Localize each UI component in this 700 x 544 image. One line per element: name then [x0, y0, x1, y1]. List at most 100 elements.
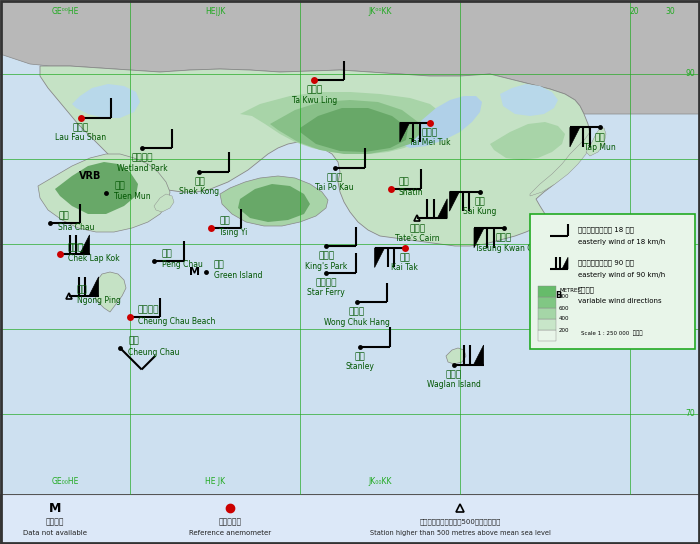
- Text: Waglan Island: Waglan Island: [427, 380, 480, 389]
- Text: HE|JK: HE|JK: [205, 7, 225, 16]
- Text: VRB: VRB: [79, 171, 102, 181]
- Bar: [538, 297, 556, 308]
- Polygon shape: [490, 122, 565, 160]
- Bar: [0, 494, 700, 544]
- Text: 600: 600: [559, 306, 570, 311]
- Text: 400: 400: [559, 317, 570, 322]
- Polygon shape: [94, 272, 126, 312]
- Polygon shape: [474, 345, 484, 364]
- Text: 大美督: 大美督: [421, 128, 438, 137]
- Text: Ngong Ping: Ngong Ping: [76, 296, 120, 305]
- Text: 京士柏: 京士柏: [318, 251, 335, 261]
- Polygon shape: [300, 108, 408, 152]
- Polygon shape: [400, 122, 410, 142]
- Polygon shape: [270, 100, 420, 154]
- Polygon shape: [562, 257, 568, 269]
- Text: Station higher than 500 metres above mean sea level: Station higher than 500 metres above mea…: [370, 530, 550, 536]
- Text: Green Island: Green Island: [214, 271, 262, 280]
- Polygon shape: [240, 92, 440, 154]
- Text: GE₀₀HE: GE₀₀HE: [51, 477, 78, 486]
- Text: 70: 70: [685, 410, 695, 418]
- Text: 昂坫: 昂坫: [76, 285, 88, 294]
- Text: 青衣: 青衣: [219, 217, 230, 226]
- Text: 塔門: 塔門: [594, 133, 606, 142]
- Text: 西贡: 西贡: [474, 197, 485, 206]
- Text: Shek Kong: Shek Kong: [179, 188, 220, 196]
- Text: Tate's Cairn: Tate's Cairn: [395, 234, 440, 243]
- Polygon shape: [72, 84, 140, 118]
- Text: Tai Po Kau: Tai Po Kau: [315, 183, 354, 193]
- Text: VRB: VRB: [544, 292, 564, 300]
- Text: Ta Kwu Ling: Ta Kwu Ling: [292, 96, 337, 104]
- Text: Stanley: Stanley: [345, 362, 375, 372]
- Text: Peng Chau: Peng Chau: [162, 261, 203, 269]
- Text: 90: 90: [685, 70, 695, 78]
- Text: easterly wind of 90 km/h: easterly wind of 90 km/h: [578, 272, 665, 278]
- Text: 長洲: 長洲: [128, 337, 139, 346]
- Text: 大埔潯: 大埔潯: [326, 174, 343, 182]
- Text: 大老山: 大老山: [409, 224, 426, 233]
- Text: 赤鷞角: 赤鷞角: [67, 243, 83, 252]
- Text: 青洲: 青洲: [214, 260, 225, 269]
- Bar: [538, 319, 556, 330]
- Text: GE⁰⁰HE: GE⁰⁰HE: [51, 7, 78, 16]
- Polygon shape: [570, 127, 580, 147]
- Text: 橫瀐島: 橫瀐島: [445, 370, 462, 379]
- Text: 黃竹坑: 黃竹坑: [349, 308, 365, 317]
- Text: JK⁰⁰KK: JK⁰⁰KK: [368, 7, 392, 16]
- Bar: [530, 214, 695, 349]
- Polygon shape: [449, 191, 459, 211]
- Text: Star Ferry: Star Ferry: [307, 288, 345, 297]
- Text: Data not available: Data not available: [23, 530, 87, 536]
- Text: 屯門: 屯門: [114, 181, 125, 190]
- Text: Sha Chau: Sha Chau: [58, 223, 95, 232]
- Text: Tseung Kwan O: Tseung Kwan O: [475, 244, 533, 253]
- Text: 20: 20: [630, 7, 640, 16]
- Text: King's Park: King's Park: [305, 262, 347, 270]
- Text: 800: 800: [559, 294, 570, 300]
- Text: Cheung Chau: Cheung Chau: [128, 348, 180, 357]
- Polygon shape: [500, 84, 558, 116]
- Text: Wong Chuk Hang: Wong Chuk Hang: [324, 318, 390, 327]
- Text: Kai Tak: Kai Tak: [391, 263, 418, 273]
- Bar: [538, 308, 556, 319]
- Text: Reference anemometer: Reference anemometer: [189, 530, 271, 536]
- Text: 沙田: 沙田: [398, 177, 409, 186]
- Polygon shape: [0, 0, 700, 114]
- Text: Tap Mun: Tap Mun: [584, 143, 616, 152]
- Text: Sai Kung: Sai Kung: [463, 207, 496, 216]
- Text: 長洲泳灘: 長洲泳灘: [137, 306, 159, 314]
- Text: 石崗: 石崗: [194, 177, 205, 187]
- Text: 東風，風速每小時 18 公里: 東風，風速每小時 18 公里: [578, 227, 634, 233]
- Text: 80: 80: [685, 239, 695, 249]
- Text: easterly wind of 18 km/h: easterly wind of 18 km/h: [578, 239, 665, 245]
- Polygon shape: [220, 176, 328, 226]
- Polygon shape: [238, 184, 310, 222]
- Text: 流浮山: 流浮山: [72, 123, 89, 132]
- Polygon shape: [38, 154, 170, 232]
- Text: METRES: METRES: [559, 288, 581, 293]
- Text: variable wind directions: variable wind directions: [578, 298, 661, 304]
- Text: 該站位於離平均海平面500米以上的地方: 該站位於離平均海平面500米以上的地方: [419, 518, 500, 526]
- Text: Tsing Yi: Tsing Yi: [219, 228, 248, 237]
- Text: M: M: [189, 267, 199, 277]
- Text: 沙洲: 沙洲: [58, 212, 69, 221]
- Polygon shape: [55, 162, 138, 214]
- Bar: [538, 286, 556, 297]
- Text: Tai Mei Tuk: Tai Mei Tuk: [409, 138, 451, 147]
- Polygon shape: [154, 194, 174, 212]
- Polygon shape: [586, 128, 606, 156]
- Text: 沒有資料: 沒有資料: [46, 517, 64, 527]
- Text: 打鼓橫: 打鼓橫: [306, 85, 323, 95]
- Text: 天星碼頭: 天星碼頭: [316, 278, 337, 287]
- Text: 濕地公園: 濕地公園: [132, 154, 153, 163]
- Text: M: M: [49, 502, 61, 515]
- Text: Scale 1 : 250 000  比例尺: Scale 1 : 250 000 比例尺: [581, 330, 643, 336]
- Text: 30: 30: [665, 7, 675, 16]
- Polygon shape: [80, 235, 90, 255]
- Text: Lau Fau Shan: Lau Fau Shan: [55, 133, 106, 142]
- Text: 200: 200: [559, 327, 570, 332]
- Text: JK₀₀KK: JK₀₀KK: [368, 477, 392, 486]
- Text: 赤柱: 赤柱: [354, 353, 365, 361]
- Polygon shape: [40, 66, 590, 246]
